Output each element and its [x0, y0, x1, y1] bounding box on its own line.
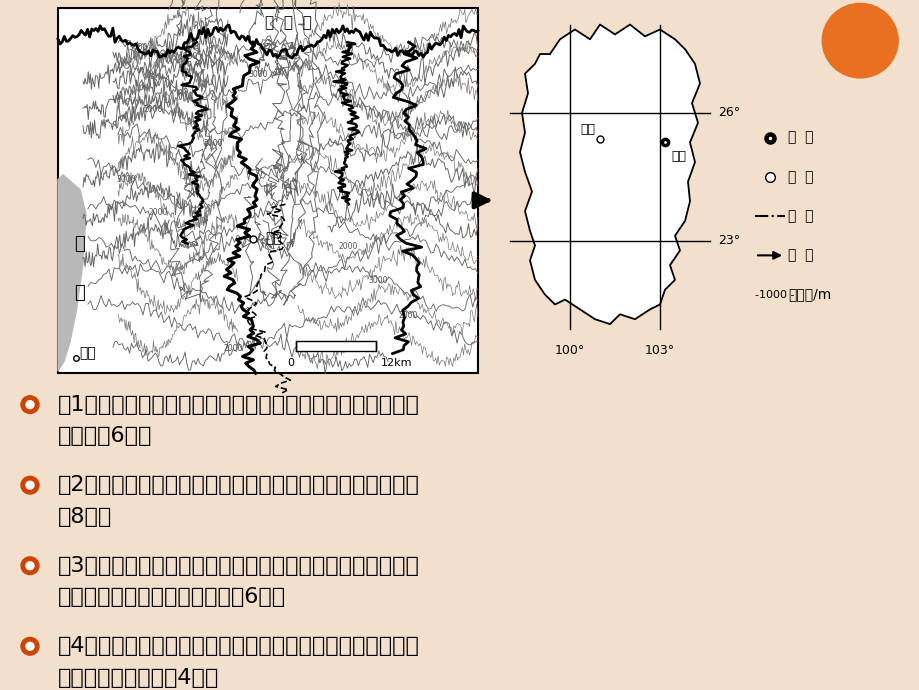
Text: 等高线/m: 等高线/m [788, 288, 831, 302]
Text: 大理: 大理 [80, 346, 96, 361]
Circle shape [26, 562, 34, 570]
Text: 3000: 3000 [368, 277, 387, 286]
Circle shape [26, 642, 34, 650]
Circle shape [21, 396, 39, 413]
Text: 1000: 1000 [178, 52, 198, 61]
Text: 3000: 3000 [128, 43, 148, 52]
Circle shape [21, 476, 39, 494]
Text: 2000: 2000 [338, 242, 357, 251]
Text: 金  沙  江: 金 沙 江 [265, 15, 312, 30]
Text: 洱: 洱 [74, 235, 85, 253]
Text: （8分）: （8分） [58, 506, 112, 526]
Text: 23°: 23° [717, 234, 739, 247]
Text: 河  流: 河 流 [788, 248, 812, 262]
Text: 0: 0 [287, 357, 294, 368]
Circle shape [26, 481, 34, 489]
Text: （3）用水得到保障后，当地热带、亚热带水果种植业蓬勃发: （3）用水得到保障后，当地热带、亚热带水果种植业蓬勃发 [58, 556, 419, 576]
Text: 省  会: 省 会 [788, 130, 812, 144]
Text: 26°: 26° [717, 106, 739, 119]
Text: 2000: 2000 [398, 310, 417, 319]
Bar [58, 8, 478, 373]
Circle shape [21, 557, 39, 575]
Text: 103°: 103° [644, 344, 675, 357]
Bar [296, 341, 376, 351]
Text: 3000: 3000 [116, 175, 136, 184]
Text: 3000: 3000 [248, 70, 267, 79]
Text: （2）说明地形对宾川县河谷地区干热气候特征形成的影响。: （2）说明地形对宾川县河谷地区干热气候特征形成的影响。 [58, 475, 419, 495]
Text: 宾川: 宾川 [579, 123, 595, 135]
Text: -1000 -: -1000 - [754, 290, 794, 299]
Polygon shape [58, 175, 85, 371]
Text: 2000: 2000 [148, 208, 167, 217]
Circle shape [21, 638, 39, 655]
Text: 2000: 2000 [223, 344, 243, 353]
Text: 县  界: 县 界 [788, 209, 812, 223]
Text: 展可采取的措施。（4分）: 展可采取的措施。（4分） [58, 668, 219, 688]
Text: （1）指出宾川县地形的主要特点，并推测耕地分布及数量的: （1）指出宾川县地形的主要特点，并推测耕地分布及数量的 [58, 395, 419, 415]
Text: （4）以水果种植业为基础，提出宾川县为促进经济进一步发: （4）以水果种植业为基础，提出宾川县为促进经济进一步发 [58, 636, 419, 656]
Circle shape [26, 401, 34, 408]
Circle shape [822, 3, 897, 78]
Text: 2000: 2000 [203, 139, 222, 148]
Text: 特点。（6分）: 特点。（6分） [58, 426, 153, 446]
Text: 海: 海 [74, 284, 85, 302]
Text: 展，从气候角度分析其原因。（6分）: 展，从气候角度分析其原因。（6分） [58, 587, 286, 607]
Text: 12km: 12km [380, 357, 412, 368]
Text: 昆明: 昆明 [670, 150, 686, 164]
Text: 宾川: 宾川 [265, 232, 281, 246]
Text: 城  市: 城 市 [788, 170, 812, 184]
Polygon shape [519, 25, 699, 324]
Text: 2000: 2000 [143, 104, 163, 114]
Text: 100°: 100° [554, 344, 584, 357]
